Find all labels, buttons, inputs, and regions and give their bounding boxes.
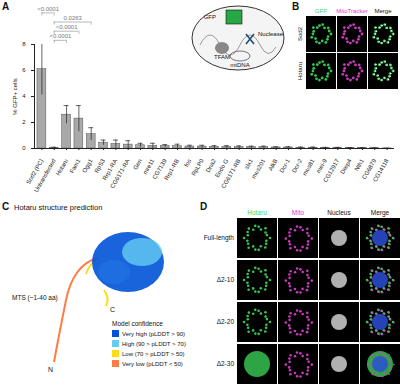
svg-text:B: B [292, 1, 299, 12]
svg-text:Hotaru: Hotaru [247, 209, 267, 216]
svg-text:0.0263: 0.0263 [64, 15, 83, 21]
svg-text:CG6879: CG6879 [360, 158, 378, 181]
svg-text:% GFP+ cells: % GFP+ cells [12, 78, 18, 115]
svg-text:MitoTracker: MitoTracker [336, 8, 367, 14]
svg-text:MTS (~1-40 aa): MTS (~1-40 aa) [12, 294, 58, 302]
svg-text:N: N [48, 366, 53, 373]
svg-text:4: 4 [22, 93, 26, 99]
svg-text:A: A [2, 1, 9, 12]
svg-text:Δ2-20: Δ2-20 [217, 318, 235, 325]
svg-text:Sod2: Sod2 [297, 26, 303, 41]
svg-text:<0.0001: <0.0001 [37, 6, 60, 12]
svg-text:Gen: Gen [132, 158, 143, 171]
svg-text:Merge: Merge [374, 8, 392, 14]
svg-text:Dcr-1: Dcr-1 [278, 157, 291, 173]
svg-text:Ogg1: Ogg1 [81, 158, 94, 174]
svg-text:Hotaru: Hotaru [297, 62, 303, 80]
svg-text:<0.0001: <0.0001 [56, 24, 79, 30]
svg-text:Sod2 (PC): Sod2 (PC) [25, 158, 45, 186]
svg-text:Δ2-30: Δ2-30 [217, 360, 235, 367]
svg-text:C: C [110, 306, 115, 313]
svg-text:CG6171-RB: CG6171-RB [220, 158, 242, 189]
svg-text:CG12917: CG12917 [322, 157, 340, 183]
svg-text:<0.0001: <0.0001 [49, 33, 72, 39]
svg-text:Very high (pLDDT > 90): Very high (pLDDT > 90) [122, 331, 185, 337]
svg-text:Nucleus: Nucleus [327, 209, 351, 216]
svg-text:Full-length: Full-length [204, 234, 235, 242]
svg-text:fos: fos [183, 158, 192, 168]
svg-text:D: D [200, 201, 207, 212]
svg-text:Fam1: Fam1 [69, 157, 82, 174]
svg-text:Mito: Mito [292, 209, 305, 216]
svg-text:Merge: Merge [371, 209, 390, 217]
svg-text:TFAM: TFAM [214, 54, 230, 60]
svg-text:AlkB: AlkB [267, 158, 278, 172]
svg-text:Δ2-10: Δ2-10 [217, 276, 235, 283]
svg-text:GFP: GFP [315, 8, 327, 14]
svg-text:mus81: mus81 [301, 157, 316, 176]
svg-text:mre11: mre11 [141, 158, 156, 176]
svg-text:Nuclease: Nuclease [258, 31, 284, 37]
svg-text:Model confidence: Model confidence [112, 320, 163, 327]
svg-text:Hotaru: Hotaru [55, 158, 69, 177]
svg-text:CG6171-RA: CG6171-RA [109, 158, 131, 189]
svg-text:RpLP0: RpLP0 [190, 157, 205, 176]
svg-text:C: C [2, 201, 9, 212]
svg-text:CG14118: CG14118 [372, 157, 390, 182]
svg-text:Drep4: Drep4 [339, 157, 353, 175]
svg-text:GFP: GFP [204, 14, 216, 20]
svg-text:Very low (pLDDT < 50): Very low (pLDDT < 50) [122, 361, 183, 367]
svg-text:mei-9: mei-9 [315, 158, 328, 174]
svg-text:Dcr-2: Dcr-2 [290, 158, 304, 174]
svg-text:Nth1: Nth1 [353, 157, 365, 172]
svg-text:Endo G: Endo G [214, 158, 230, 179]
svg-text:mtDNA: mtDNA [230, 62, 249, 68]
svg-text:Dna2: Dna2 [205, 157, 218, 173]
svg-text:Rrp1-RB: Rrp1-RB [163, 158, 180, 181]
svg-text:6: 6 [22, 67, 26, 73]
svg-text:2: 2 [22, 119, 26, 125]
svg-text:Rrp1-RA: Rrp1-RA [101, 158, 119, 182]
svg-text:mus201: mus201 [250, 157, 266, 179]
svg-text:Low (70 > pLDDT > 50): Low (70 > pLDDT > 50) [122, 351, 185, 357]
svg-text:8: 8 [22, 41, 26, 47]
svg-text:CG7139: CG7139 [151, 158, 168, 181]
svg-text:slx1: slx1 [243, 157, 254, 170]
svg-text:RpS3: RpS3 [93, 158, 107, 174]
svg-text:Untransfected: Untransfected [33, 158, 57, 193]
svg-text:High (90 > pLDDT > 70): High (90 > pLDDT > 70) [122, 341, 186, 347]
svg-text:Hotaru structure prediction: Hotaru structure prediction [14, 203, 102, 212]
svg-text:0: 0 [22, 145, 26, 151]
